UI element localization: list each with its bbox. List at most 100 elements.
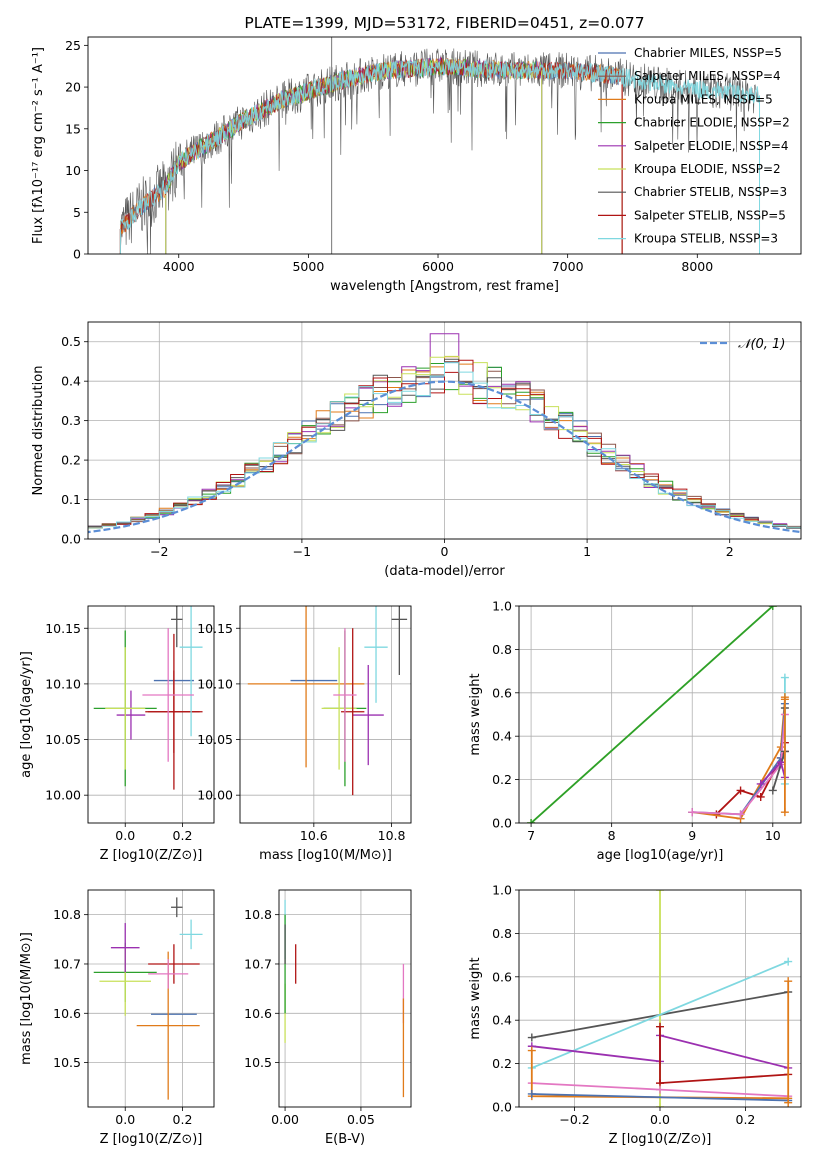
x-tick-label: 10.8 — [378, 828, 406, 843]
weight-point-marker — [656, 1103, 664, 1107]
y-tick-label: 10.15 — [197, 621, 233, 636]
x-tick-label: 4000 — [163, 259, 195, 274]
weight-line-chabrier-miles — [692, 703, 786, 816]
plot-area — [527, 890, 793, 1107]
y-tick-label: 10.10 — [45, 676, 81, 691]
legend-label: Salpeter ELODIE, NSSP=4 — [634, 139, 789, 153]
weight-point-marker — [756, 779, 765, 788]
y-tick-label: 10 — [65, 163, 81, 178]
weight-line-chabrier-miles — [531, 1093, 789, 1102]
axes-frame — [87, 889, 215, 1108]
spectrum-panel: 4000 5000 6000 7000 8000 0 5 10 15 20 25 wavelength… — [31, 14, 802, 294]
y-tick-label: 10.00 — [197, 788, 233, 803]
axes-frame — [239, 605, 412, 824]
y-tick-label: 10.6 — [244, 1006, 272, 1021]
legend-label: Kroupa ELODIE, NSSP=2 — [634, 162, 781, 176]
weight-vs-age-panel: 7 8 9 10 0.0 0.2 0.4 0.6 0.8 1.0 age [log10(age/yr… — [468, 599, 802, 863]
legend-label: 𝒩(0, 1) — [738, 337, 785, 352]
axes-decoration: −0.2 0.0 0.2 0.0 0.2 0.4 0.6 0.8 1.0 Z [log10(Z/Z… — [468, 883, 802, 1147]
x-axis-label: E(B-V) — [325, 1132, 365, 1147]
y-tick-label: 10.00 — [45, 788, 81, 803]
legend-label: Salpeter MILES, NSSP=4 — [634, 69, 781, 83]
axes-decoration: −2 −1 0 1 2 0.0 0.1 0.2 0.3 0.4 0.5 (data-model)/er… — [31, 321, 802, 579]
x-tick-label: 0.0 — [115, 828, 135, 843]
plot-area — [93, 606, 203, 790]
legend-label: Kroupa STELIB, NSSP=3 — [634, 232, 778, 246]
y-tick-label: 10.5 — [53, 1055, 81, 1070]
weight-point-marker — [768, 786, 777, 795]
x-axis-label: Z [log10(Z/Z⊙)] — [100, 1132, 203, 1147]
y-tick-label: 10.15 — [45, 621, 81, 636]
weight-point-marker — [784, 957, 793, 966]
legend-label: Chabrier MILES, NSSP=5 — [634, 46, 782, 60]
x-tick-label: 0.0 — [650, 1112, 670, 1127]
y-axis-label: Normed distribution — [31, 366, 46, 496]
x-tick-label: 5000 — [292, 259, 324, 274]
weight-point-marker — [780, 673, 789, 682]
plot-area — [119, 37, 761, 254]
axes-decoration: 0.0 0.2 10.00 10.05 10.10 10.15 Z [log10(Z/Z⊙)… — [19, 605, 215, 863]
x-tick-label: 7 — [527, 828, 535, 843]
weight-point-marker — [756, 792, 765, 801]
y-tick-label: 10.05 — [45, 732, 81, 747]
y-tick-label: 0 — [73, 247, 81, 262]
y-tick-label: 10.7 — [244, 956, 272, 971]
x-tick-label: 10 — [765, 828, 781, 843]
x-tick-label: 0 — [441, 544, 449, 559]
x-tick-label: 8000 — [681, 259, 713, 274]
gaussian-curve — [88, 380, 801, 534]
y-axis-label: mass weight — [468, 673, 483, 755]
y-tick-label: 0.2 — [492, 1056, 512, 1071]
x-axis-label: wavelength [Angstrom, rest frame] — [330, 279, 559, 294]
legend-label: Chabrier ELODIE, NSSP=2 — [634, 116, 790, 130]
y-tick-label: 0.4 — [492, 729, 512, 744]
model-line-kroupa-stelib — [119, 58, 760, 230]
x-axis-label: Z [log10(Z/Z⊙)] — [609, 1132, 712, 1147]
plot-area — [247, 606, 408, 796]
y-tick-label: 1.0 — [492, 883, 512, 898]
y-axis-label: mass weight — [468, 957, 483, 1039]
axes-decoration: 7 8 9 10 0.0 0.2 0.4 0.6 0.8 1.0 age [log10(age/yr… — [468, 599, 802, 863]
x-tick-label: 9 — [688, 828, 696, 843]
y-tick-label: 5 — [73, 205, 81, 220]
y-tick-label: 0.0 — [492, 816, 512, 831]
y-tick-label: 20 — [65, 80, 81, 95]
y-axis-label: Flux [fλ10⁻¹⁷ erg cm⁻² s⁻¹ A⁻¹] — [31, 47, 46, 244]
weight-point-marker — [656, 1022, 664, 1031]
plot-area — [93, 897, 203, 1100]
y-tick-label: 0.2 — [61, 453, 81, 468]
histogram-step-kroupa-stelib — [88, 362, 801, 530]
weight-line-kroupa-stelib — [531, 960, 789, 1069]
y-tick-label: 10.8 — [53, 907, 81, 922]
axes-frame — [518, 605, 802, 824]
y-tick-label: 10.05 — [197, 732, 233, 747]
x-tick-label: 7000 — [552, 259, 584, 274]
weight-line-chabrier-elodie — [530, 606, 774, 823]
weight-point-marker — [780, 693, 789, 702]
y-axis-label: mass [log10(M/M⊙)] — [19, 932, 34, 1065]
weight-vs-metallicity-panel: −0.2 0.0 0.2 0.0 0.2 0.4 0.6 0.8 1.0 Z [log10(Z/Z… — [468, 883, 802, 1147]
x-axis-label: Z [log10(Z/Z⊙)] — [100, 848, 203, 863]
axes-decoration: 4000 5000 6000 7000 8000 0 5 10 15 20 25 wavelength… — [31, 14, 802, 294]
plot-area — [284, 899, 405, 1098]
weight-point-marker — [527, 1046, 536, 1055]
y-tick-label: 0.2 — [492, 772, 512, 787]
x-tick-label: 0.2 — [173, 828, 193, 843]
axes-decoration: 0.0 0.2 10.5 10.6 10.7 10.8 Z [log10(Z/Z⊙)] mas… — [19, 889, 215, 1147]
axes-decoration: 0.00 0.05 10.5 10.6 10.7 10.8 E(B-V) — [244, 889, 412, 1147]
plot-area — [527, 606, 789, 823]
plot-area — [88, 333, 801, 534]
weight-point-marker — [768, 606, 777, 610]
y-tick-label: 0.0 — [61, 532, 81, 547]
x-tick-label: 0.2 — [173, 1112, 193, 1127]
residual-histogram-panel: −2 −1 0 1 2 0.0 0.1 0.2 0.3 0.4 0.5 (data-model)/er… — [31, 321, 802, 579]
y-axis-label: age [log10(age/yr)] — [19, 651, 34, 778]
y-tick-label: 0.1 — [61, 492, 81, 507]
weight-point-marker — [736, 786, 745, 795]
y-tick-label: 0.4 — [61, 374, 81, 389]
x-tick-label: 2 — [726, 544, 734, 559]
weight-point-marker — [736, 810, 745, 819]
age-vs-mass-panel: 10.6 10.8 10.00 10.05 10.10 10.15 mass [log10(… — [197, 605, 412, 863]
legend-label: Salpeter STELIB, NSSP=5 — [634, 208, 786, 222]
weight-point-marker — [688, 808, 697, 817]
